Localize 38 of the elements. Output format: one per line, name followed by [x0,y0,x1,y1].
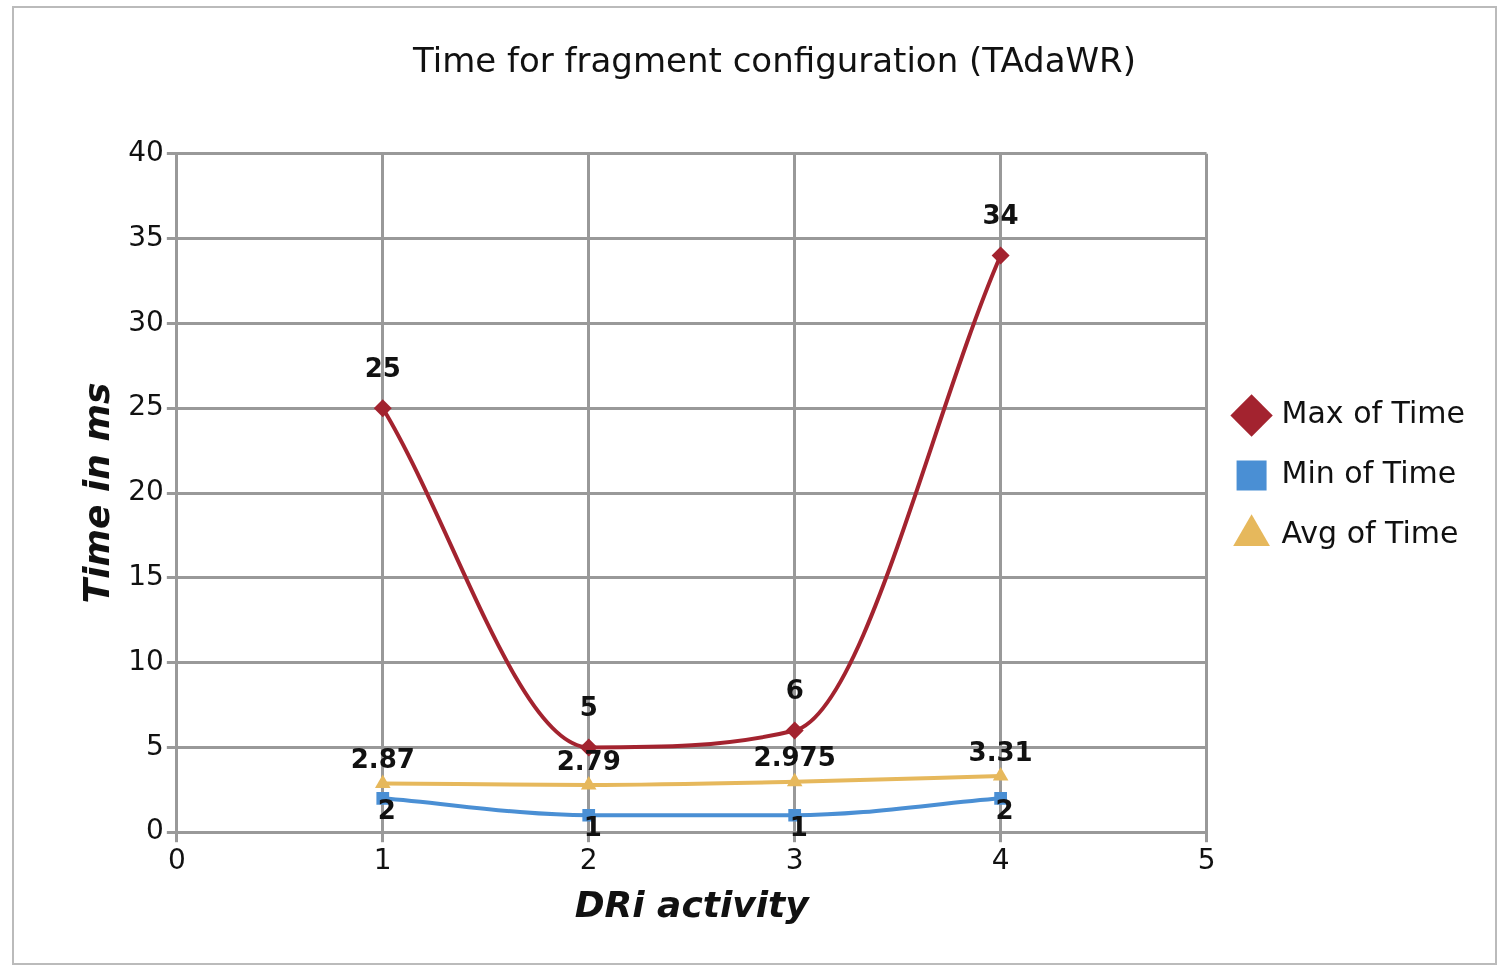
y-tick-label: 0 [146,813,164,847]
x-tick-label: 1 [373,843,392,877]
x-tick-label: 3 [785,843,804,877]
x-tick-label: 2 [579,843,598,877]
data-label: 2.87 [350,744,415,775]
data-label: 6 [785,675,804,706]
data-label: 1 [789,811,808,842]
legend-label: Avg of Time [1281,515,1459,551]
x-axis-title: DRi activity [574,883,811,925]
data-label: 3.31 [968,736,1033,767]
x-tick-label: 0 [167,843,186,877]
y-tick-label: 35 [128,219,164,253]
y-tick-label: 20 [128,474,164,508]
point [374,774,391,789]
data-label: 2.975 [753,742,836,773]
x-tick-label: 4 [991,843,1010,877]
data-label: 2.79 [556,745,621,776]
data-label: 34 [982,200,1019,231]
y-tick-label: 40 [128,135,164,169]
y-tick-label: 15 [128,559,164,593]
point [992,767,1009,781]
point [786,772,803,787]
chart-title: Time for fragment configuration (TAdaWR) [412,40,1136,81]
point [373,399,392,418]
y-tick-label: 30 [128,304,164,338]
y-tick-label: 5 [146,728,164,762]
point [991,246,1010,265]
y-tick-label: 25 [128,389,164,423]
data-label: 25 [364,352,401,383]
y-tick-label: 10 [128,643,164,677]
point [785,721,804,740]
y-axis-title: Time in ms [75,382,117,604]
x-tick-label: 5 [1197,843,1216,877]
legend-label: Min of Time [1281,455,1457,491]
data-label: 5 [579,692,598,723]
point [580,775,597,790]
legend-label: Max of Time [1281,395,1466,431]
data-label: 1 [583,811,602,842]
